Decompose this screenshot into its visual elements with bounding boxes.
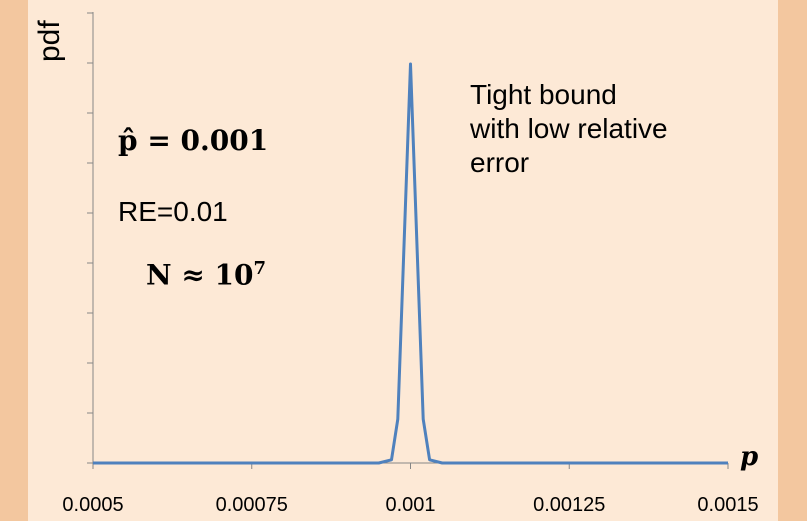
tight-bound-note: Tight bound with low relative error (470, 78, 668, 180)
y-axis-label: pdf (33, 20, 66, 62)
note-line-2: with low relative (470, 113, 668, 144)
relative-error-annotation: RE=0.01 (118, 196, 228, 227)
estimate-annotation: p̂ = 0.001 (118, 124, 269, 157)
x-tick-label: 0.0015 (697, 494, 758, 516)
x-tick-label: 0.00125 (533, 494, 605, 516)
sample-size-base: N ≈ 10 (146, 258, 254, 292)
x-tick-label: 0.00075 (216, 494, 288, 516)
x-tick-label: 0.001 (385, 494, 435, 516)
x-tick-label: 0.0005 (62, 494, 123, 516)
note-line-3: error (470, 147, 530, 178)
sample-size-annotation: N ≈ 107 (146, 258, 266, 291)
sample-size-exponent: 7 (253, 258, 267, 279)
series-line-0 (93, 62, 728, 465)
note-line-1: Tight bound (470, 79, 617, 110)
x-axis-label: p (740, 442, 759, 472)
